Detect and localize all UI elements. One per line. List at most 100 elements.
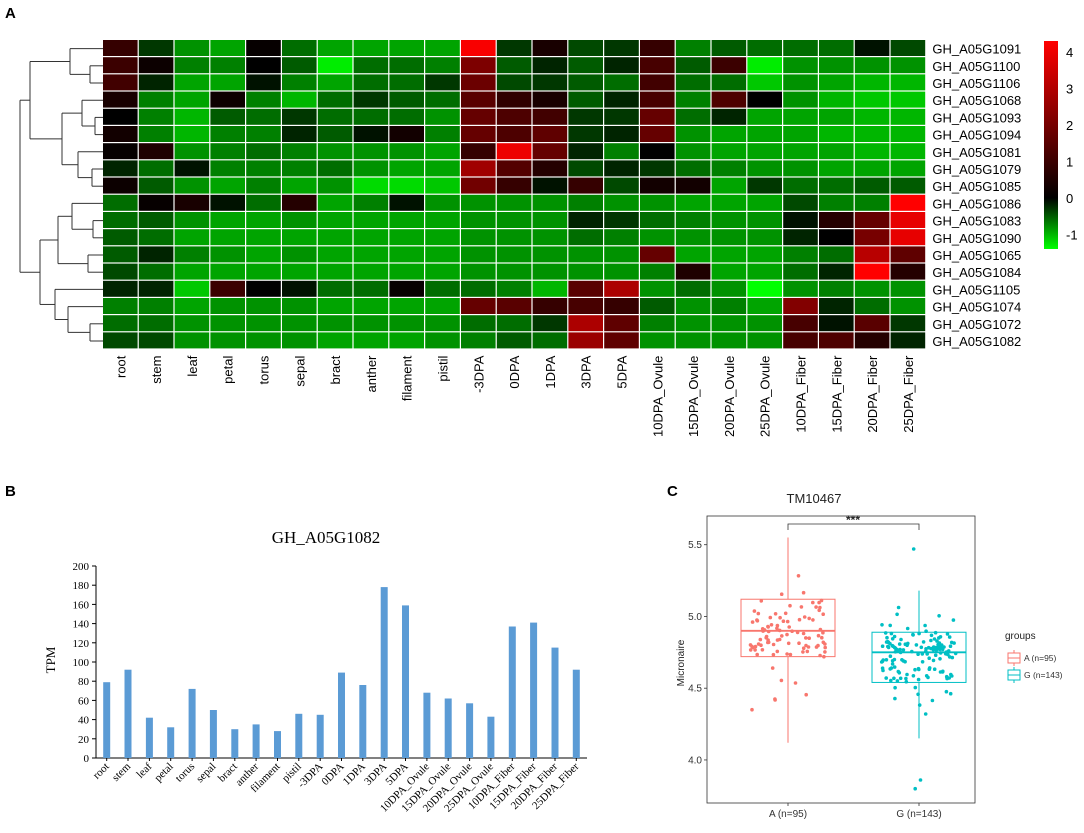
- heatmap-cell: [353, 315, 389, 332]
- heatmap-row-label: GH_A05G1093: [932, 110, 1021, 125]
- heatmap-cell: [425, 126, 460, 142]
- box-data-point: [755, 652, 759, 657]
- box-data-point: [950, 674, 954, 678]
- heatmap-cell: [425, 212, 460, 228]
- heatmap-cell: [711, 126, 747, 142]
- heatmap-cell: [711, 91, 747, 108]
- heatmap-cell: [461, 194, 496, 211]
- colorbar-tick-label: 4: [1066, 45, 1073, 60]
- heatmap-cell: [496, 143, 532, 160]
- heatmap-row-label: GH_A05G1084: [932, 265, 1021, 280]
- heatmap-cell: [568, 194, 603, 211]
- heatmap-cell: [819, 74, 854, 91]
- heatmap-cell: [138, 315, 174, 332]
- box-data-point: [942, 645, 946, 649]
- panel-label-a: A: [5, 5, 16, 22]
- box-data-point: [916, 692, 920, 697]
- heatmap-cell: [675, 177, 711, 194]
- heatmap-cell: [246, 74, 281, 91]
- heatmap-cell: [174, 280, 210, 297]
- heatmap-cell: [532, 298, 568, 314]
- heatmap-cell: [317, 332, 353, 349]
- heatmap-cell: [640, 332, 675, 349]
- heatmap-cell: [425, 280, 460, 297]
- heatmap-cell: [783, 57, 818, 74]
- heatmap-cell: [246, 160, 281, 177]
- heatmap-cell: [854, 212, 890, 228]
- box-data-point: [770, 666, 775, 670]
- box-data-point: [905, 672, 909, 677]
- bar: [295, 713, 303, 758]
- bar: [209, 710, 217, 758]
- heatmap-cell: [496, 40, 532, 56]
- heatmap-cell: [103, 74, 138, 91]
- heatmap-cell: [819, 143, 854, 160]
- box-data-point: [821, 630, 825, 635]
- heatmap-cell: [568, 177, 603, 194]
- heatmap-cell: [819, 40, 854, 56]
- heatmap-cell: [425, 332, 460, 349]
- box-data-point: [899, 637, 903, 642]
- heatmap-cell: [604, 126, 639, 142]
- heatmap-cell: [317, 40, 353, 56]
- bar-y-tick-label: 180: [73, 580, 90, 592]
- heatmap-cell: [246, 332, 281, 349]
- heatmap-cell: [353, 263, 389, 280]
- heatmap-cell: [747, 57, 782, 74]
- heatmap-cell: [103, 263, 138, 280]
- heatmap-cell: [138, 57, 174, 74]
- heatmap-cell: [103, 160, 138, 177]
- bar-x-tick-label: 1DPA: [341, 761, 368, 788]
- heatmap-cell: [496, 246, 532, 263]
- heatmap-cell: [282, 91, 317, 108]
- heatmap-cell: [317, 315, 353, 332]
- heatmap-cell: [317, 91, 353, 108]
- box-data-point: [807, 616, 811, 621]
- bar: [487, 716, 495, 758]
- heatmap-cell: [210, 143, 245, 160]
- box-data-point: [822, 654, 826, 659]
- heatmap-cell: [389, 91, 424, 108]
- bar: [316, 714, 324, 758]
- heatmap-cell: [819, 298, 854, 314]
- heatmap-cell: [854, 126, 890, 142]
- heatmap-cell: [532, 229, 568, 246]
- heatmap-cell: [675, 194, 711, 211]
- heatmap-cell: [640, 74, 675, 91]
- heatmap-cell: [675, 91, 711, 108]
- heatmap-cell: [854, 332, 890, 349]
- box-data-point: [916, 666, 921, 671]
- heatmap-cell: [389, 246, 424, 263]
- bar: [124, 669, 132, 758]
- heatmap-cell: [353, 194, 389, 211]
- box-outlier-point: [918, 778, 923, 782]
- heatmap-cell: [174, 108, 210, 125]
- heatmap-cell: [425, 194, 460, 211]
- heatmap-cell: [461, 160, 496, 177]
- heatmap-col-label: 3DPA: [579, 355, 594, 388]
- heatmap-col-label: 25DPA_Fiber: [901, 355, 916, 433]
- heatmap-cell: [890, 74, 926, 91]
- heatmap-cell: [711, 263, 747, 280]
- box-data-point: [766, 629, 771, 634]
- box-data-point: [892, 657, 897, 662]
- box-data-point: [820, 635, 824, 640]
- heatmap-col-label: -3DPA: [471, 355, 486, 393]
- heatmap-cell: [783, 91, 818, 108]
- heatmap-cell: [210, 177, 245, 194]
- heatmap-cell: [568, 315, 603, 332]
- box-data-point: [914, 643, 919, 647]
- heatmap-cell: [532, 40, 568, 56]
- heatmap-cell: [675, 126, 711, 142]
- heatmap-cell: [496, 194, 532, 211]
- heatmap-cell: [747, 143, 782, 160]
- heatmap-col-label: filament: [400, 355, 415, 401]
- bar: [423, 692, 431, 758]
- heatmap-cell: [282, 177, 317, 194]
- box-data-point: [790, 629, 794, 633]
- box-data-point: [821, 612, 825, 616]
- bar-x-tick-label: petal: [152, 761, 176, 785]
- heatmap-cell: [747, 108, 782, 125]
- box-data-point: [901, 648, 906, 652]
- heatmap-col-label: 0DPA: [507, 355, 522, 388]
